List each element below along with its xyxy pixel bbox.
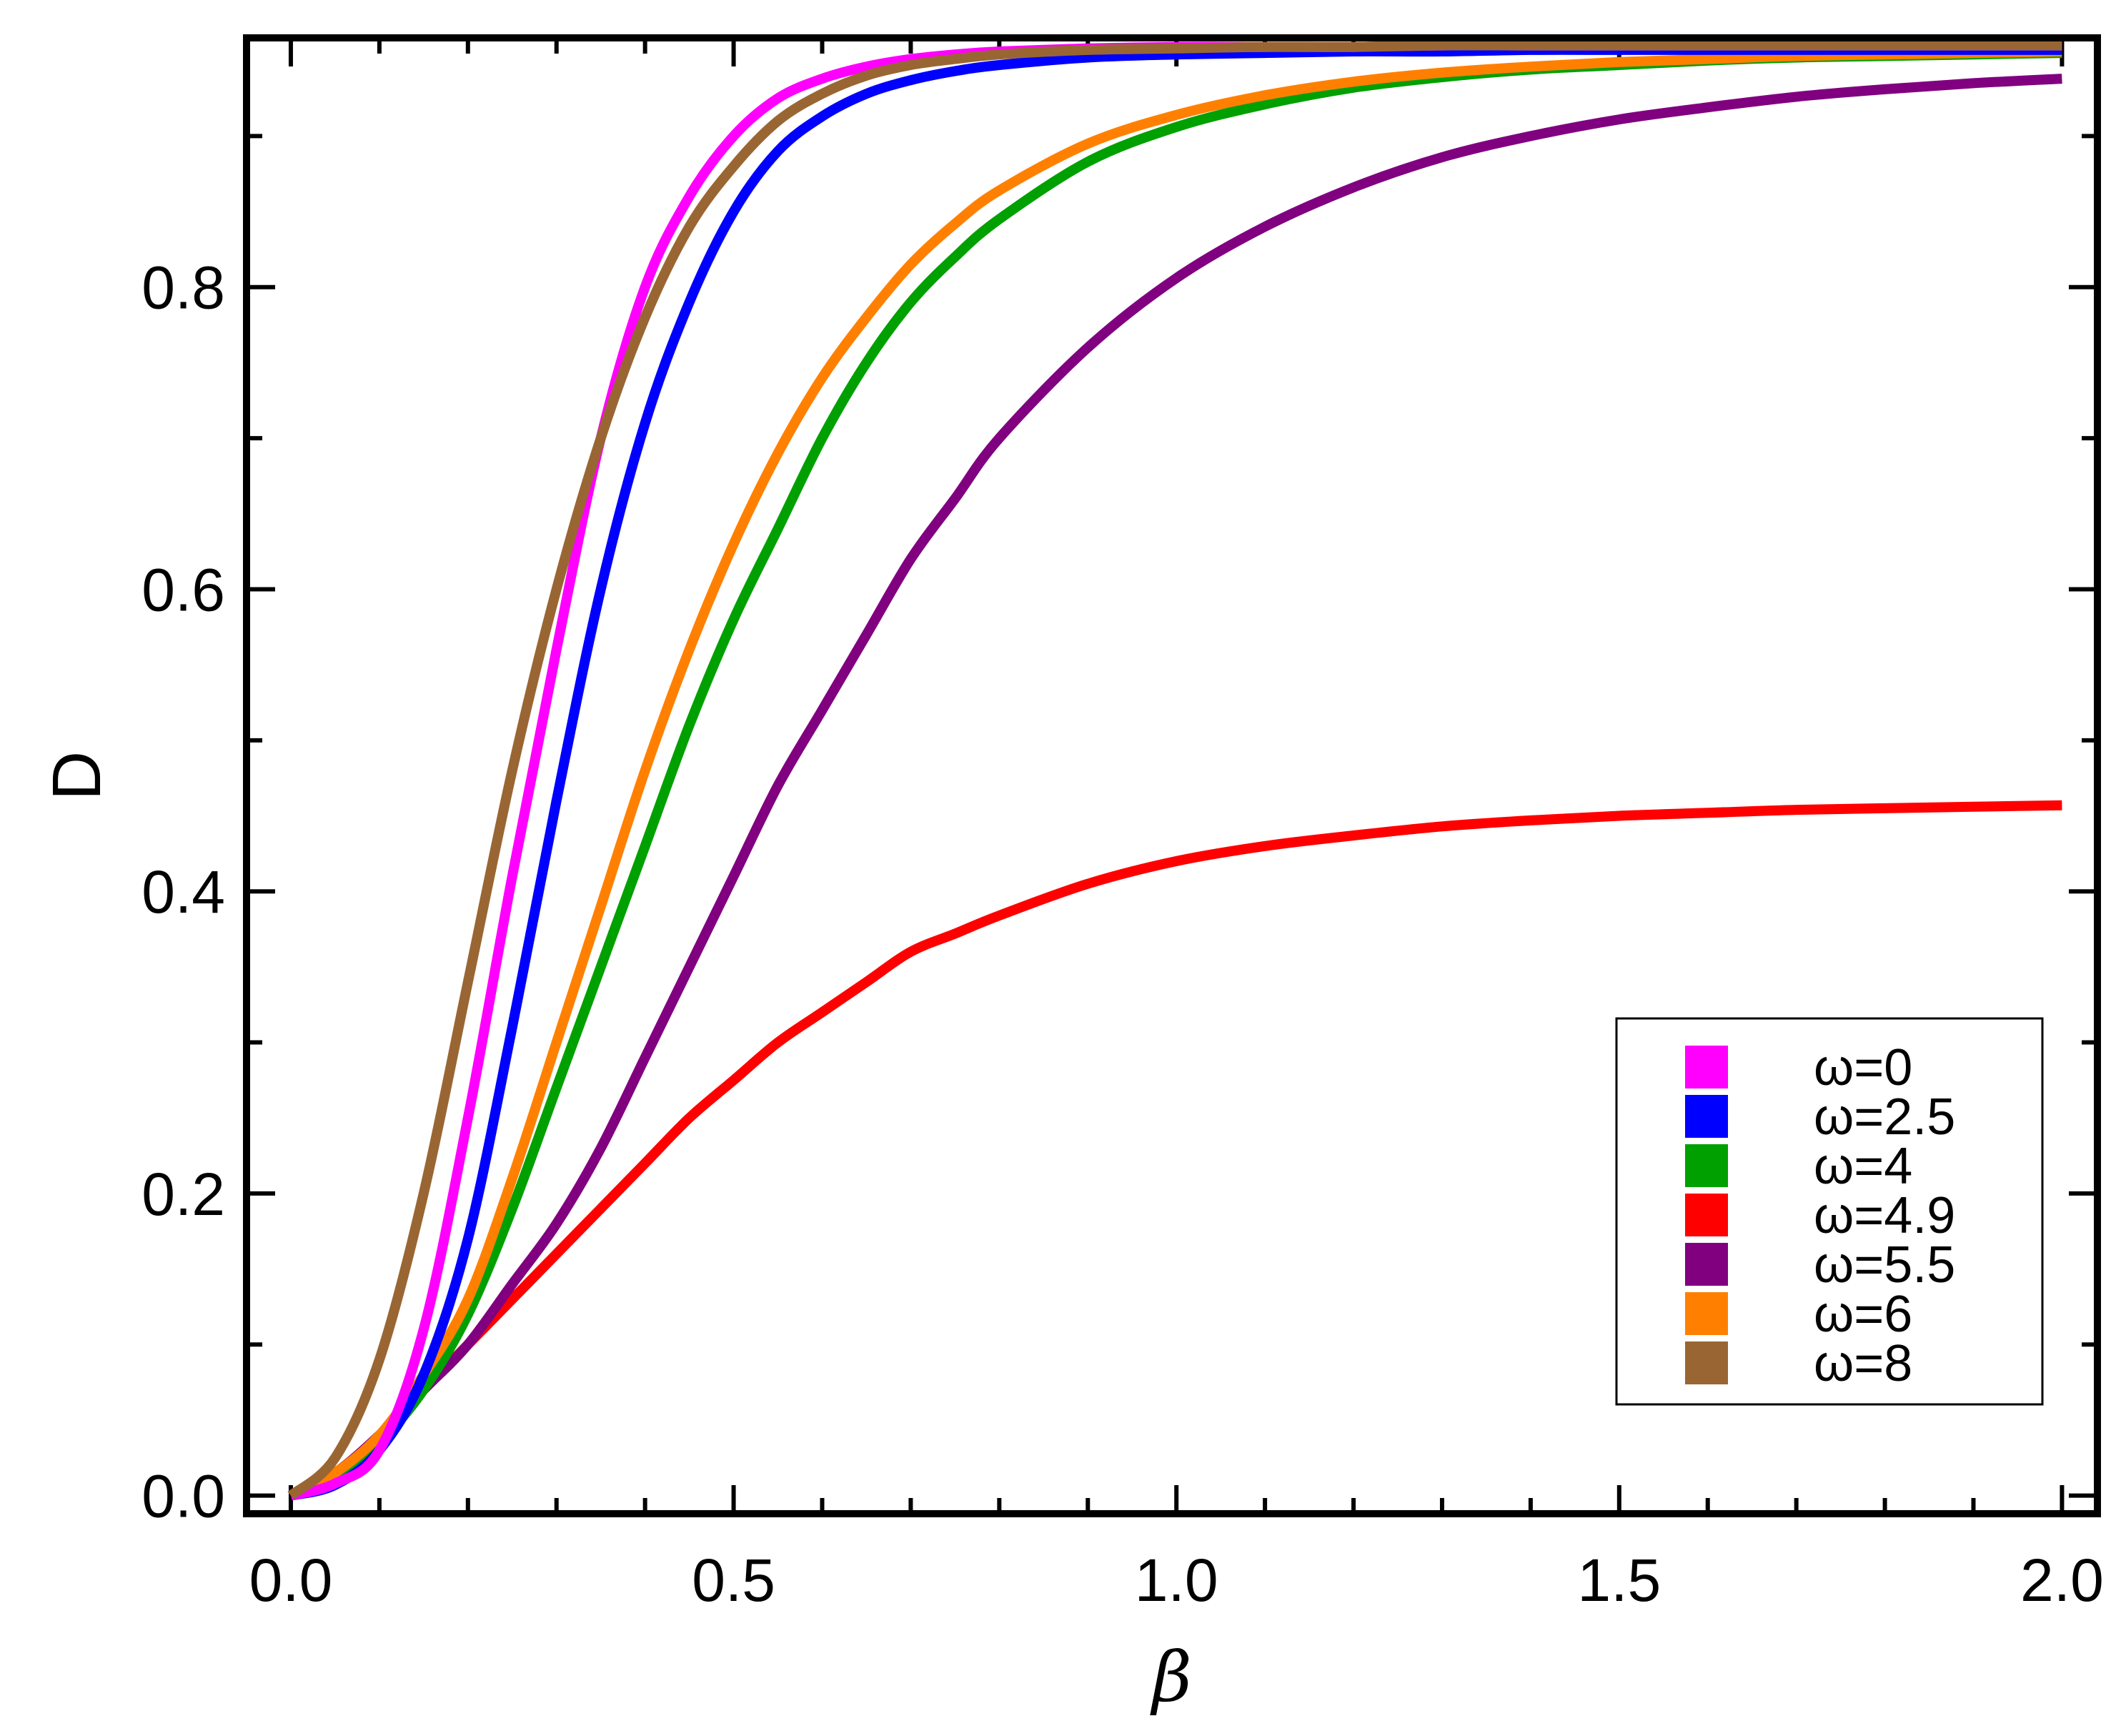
legend-label: ω=4.9 (1814, 1187, 1955, 1244)
x-tick-label: 1.0 (1135, 1547, 1218, 1614)
legend-label: ω=5.5 (1814, 1236, 1955, 1294)
legend-swatch (1685, 1144, 1728, 1187)
series-line (288, 46, 2062, 1500)
series-line (287, 40, 2062, 1500)
tick-labels: 0.0 0.5 1.0 1.5 2.0 0.0 0.2 0.4 0.6 0.8 (141, 254, 2104, 1614)
x-tick-label: 0.5 (692, 1547, 775, 1614)
legend-label: ω=6 (1814, 1286, 1912, 1343)
x-axis-title: β (1150, 1637, 1192, 1717)
legend-swatch (1685, 1292, 1728, 1335)
series-lines (287, 40, 2062, 1501)
series-line (288, 800, 2062, 1500)
y-tick-label: 0.8 (141, 254, 225, 322)
legend-label: ω=0 (1814, 1039, 1912, 1096)
legend-label: ω=8 (1814, 1335, 1912, 1392)
legend-items: ω=0ω=2.5ω=4ω=4.9ω=5.5ω=6ω=8 (1685, 1039, 1955, 1392)
legend-swatch (1685, 1341, 1728, 1384)
plot-frame (243, 34, 2101, 1517)
y-tick-label: 0.0 (141, 1463, 225, 1530)
legend-swatch (1685, 1046, 1728, 1088)
y-axis-title: D (39, 751, 115, 800)
y-tick-label: 0.2 (141, 1161, 225, 1228)
legend-swatch (1685, 1095, 1728, 1138)
legend-swatch (1685, 1243, 1728, 1286)
y-tick-label: 0.6 (141, 556, 225, 623)
legend-label: ω=4 (1814, 1138, 1912, 1195)
x-tick-label: 0.0 (249, 1547, 333, 1614)
x-tick-label: 1.5 (1577, 1547, 1661, 1614)
x-tick-label: 2.0 (2020, 1547, 2104, 1614)
legend-label: ω=2.5 (1814, 1088, 1955, 1146)
series-line (288, 74, 2062, 1500)
legend: ω=0ω=2.5ω=4ω=4.9ω=5.5ω=6ω=8 (1615, 1017, 2044, 1406)
y-tick-label: 0.4 (141, 858, 225, 926)
legend-swatch (1685, 1194, 1728, 1236)
